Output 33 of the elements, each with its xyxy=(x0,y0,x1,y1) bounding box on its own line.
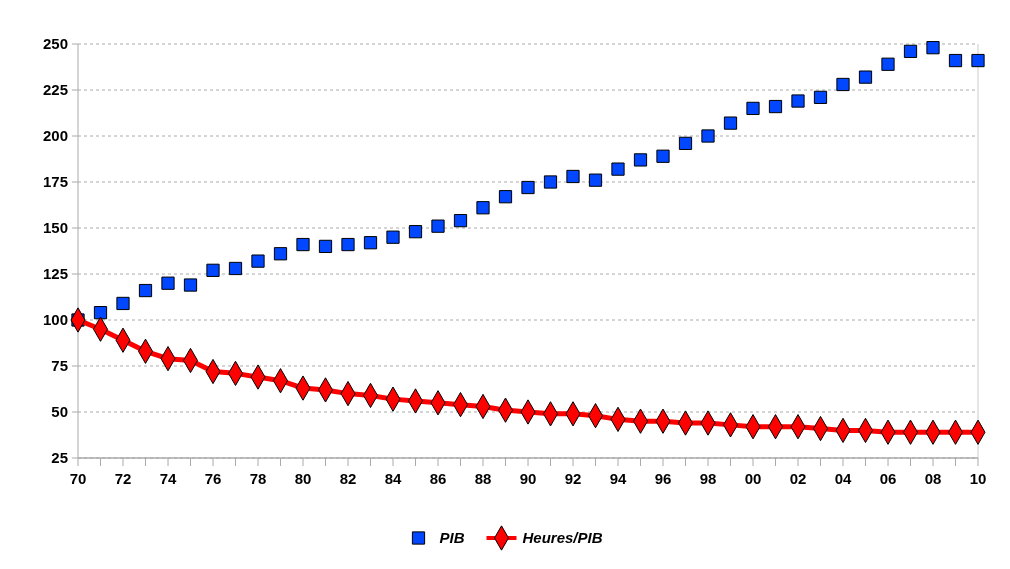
x-tick-label: 72 xyxy=(114,470,132,487)
y-tick-label: 150 xyxy=(42,219,68,236)
x-tick-label: 88 xyxy=(474,470,492,487)
x-tick-label: 92 xyxy=(564,470,582,487)
y-tick-label: 125 xyxy=(42,265,68,282)
legend-label: Heures/PIB xyxy=(522,529,603,546)
x-tick-label: 76 xyxy=(204,470,222,487)
y-tick-label: 25 xyxy=(51,449,68,466)
x-tick-label: 80 xyxy=(294,470,312,487)
x-tick-label: 06 xyxy=(879,470,897,487)
x-tick-label: 84 xyxy=(384,470,402,487)
x-tick-label: 90 xyxy=(519,470,537,487)
x-tick-label: 04 xyxy=(834,470,852,487)
x-tick-label: 08 xyxy=(924,470,942,487)
x-tick-label: 70 xyxy=(69,470,87,487)
x-tick-label: 02 xyxy=(789,470,807,487)
y-tick-label: 200 xyxy=(42,127,68,144)
x-tick-label: 86 xyxy=(429,470,447,487)
legend-label: PIB xyxy=(439,529,465,546)
y-tick-label: 225 xyxy=(42,81,68,98)
y-tick-label: 175 xyxy=(42,173,68,190)
x-tick-label: 78 xyxy=(249,470,267,487)
x-tick-label: 82 xyxy=(339,470,357,487)
y-tick-label: 250 xyxy=(42,35,68,52)
x-tick-label: 94 xyxy=(609,470,627,487)
x-tick-label: 00 xyxy=(744,470,762,487)
x-tick-label: 10 xyxy=(969,470,987,487)
y-tick-label: 75 xyxy=(51,357,68,374)
y-tick-label: 50 xyxy=(51,403,68,420)
y-tick-label: 100 xyxy=(42,311,68,328)
x-tick-label: 96 xyxy=(654,470,672,487)
x-tick-label: 98 xyxy=(699,470,717,487)
x-tick-label: 74 xyxy=(159,470,177,487)
